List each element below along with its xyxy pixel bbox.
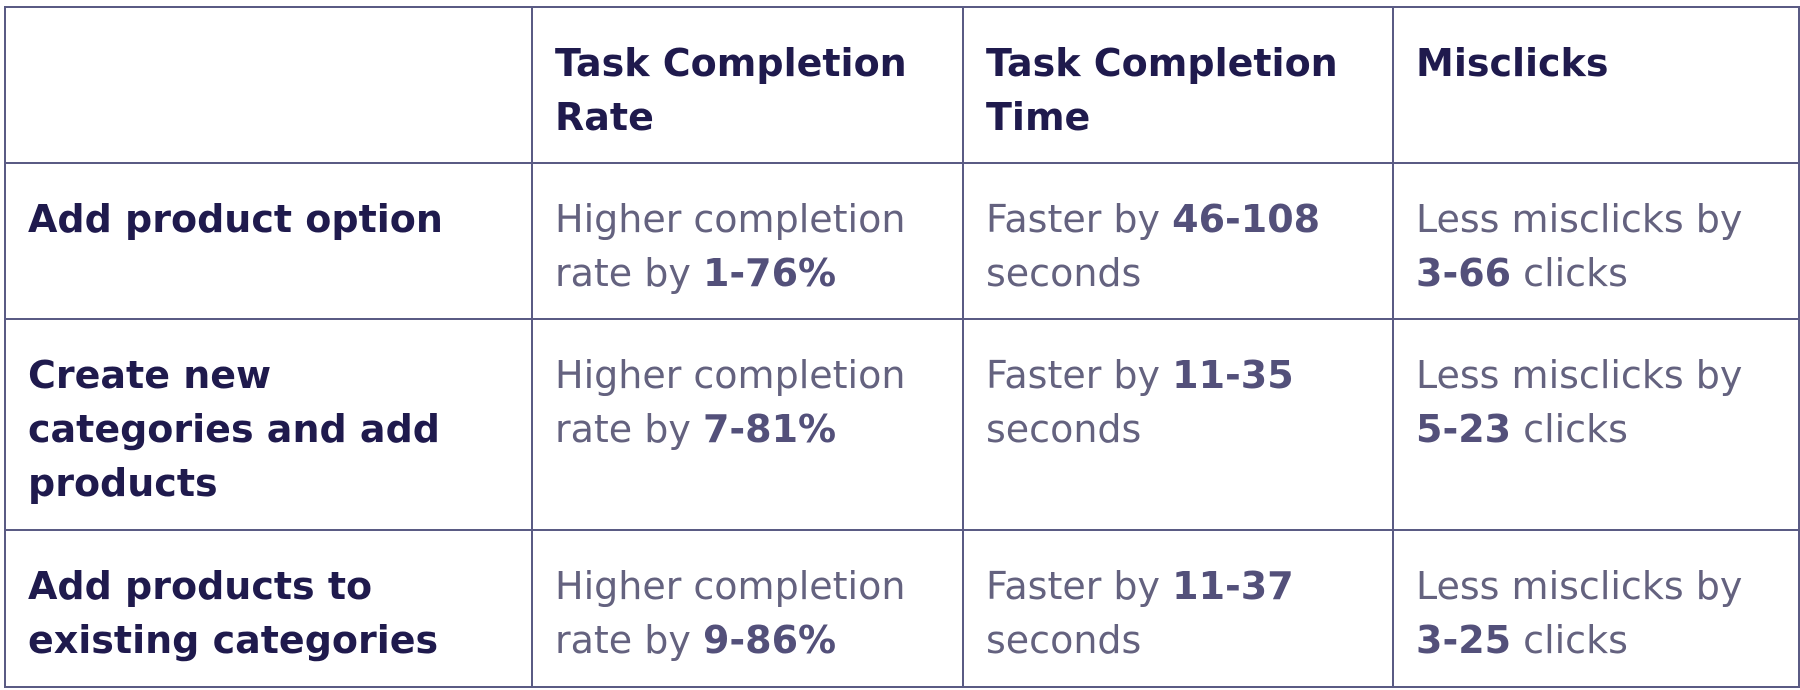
completion-time-suffix: seconds [986,407,1142,451]
completion-time-prefix: Faster by [986,197,1173,241]
misclicks-cell: Less misclicks by 5-23 clicks [1392,318,1800,531]
completion-rate-prefix: Higher completion rate by [555,353,906,451]
completion-rate-cell: Higher completion rate by 9-86% [531,529,964,688]
misclicks-prefix: Less misclicks by [1416,353,1743,397]
completion-rate-value: 9-86% [702,618,837,662]
completion-rate-cell: Higher completion rate by 7-81% [531,318,964,531]
task-label: Add products to existing categories [4,529,533,688]
header-blank-cell [4,6,533,164]
misclicks-cell: Less misclicks by 3-25 clicks [1392,529,1800,688]
header-task-completion-time: Task Completion Time [962,6,1394,164]
completion-time-value: 11-37 [1172,564,1294,608]
completion-time-value: 46-108 [1172,197,1321,241]
table-row: Create new categories and add products H… [4,318,1800,531]
completion-rate-value: 1-76% [702,251,837,295]
completion-time-cell: Faster by 11-35 seconds [962,318,1394,531]
misclicks-suffix: clicks [1511,407,1628,451]
misclicks-cell: Less misclicks by 3-66 clicks [1392,162,1800,320]
usability-results-table: Task Completion Rate Task Completion Tim… [4,6,1800,688]
table-header-row: Task Completion Rate Task Completion Tim… [4,6,1800,164]
header-misclicks: Misclicks [1392,6,1800,164]
misclicks-value: 5-23 [1416,407,1512,451]
table-row: Add products to existing categories High… [4,529,1800,688]
misclicks-suffix: clicks [1511,618,1628,662]
completion-time-prefix: Faster by [986,353,1173,397]
misclicks-value: 3-25 [1416,618,1512,662]
completion-time-cell: Faster by 11-37 seconds [962,529,1394,688]
misclicks-prefix: Less misclicks by [1416,197,1743,241]
completion-time-cell: Faster by 46-108 seconds [962,162,1394,320]
completion-time-suffix: seconds [986,251,1142,295]
completion-rate-prefix: Higher completion rate by [555,564,906,662]
completion-time-prefix: Faster by [986,564,1173,608]
completion-rate-cell: Higher completion rate by 1-76% [531,162,964,320]
completion-time-suffix: seconds [986,618,1142,662]
table-row: Add product option Higher completion rat… [4,162,1800,320]
task-label: Create new categories and add products [4,318,533,531]
misclicks-suffix: clicks [1511,251,1628,295]
completion-rate-prefix: Higher completion rate by [555,197,906,295]
header-task-completion-rate: Task Completion Rate [531,6,964,164]
completion-rate-value: 7-81% [702,407,837,451]
completion-time-value: 11-35 [1172,353,1294,397]
misclicks-value: 3-66 [1416,251,1512,295]
misclicks-prefix: Less misclicks by [1416,564,1743,608]
task-label: Add product option [4,162,533,320]
